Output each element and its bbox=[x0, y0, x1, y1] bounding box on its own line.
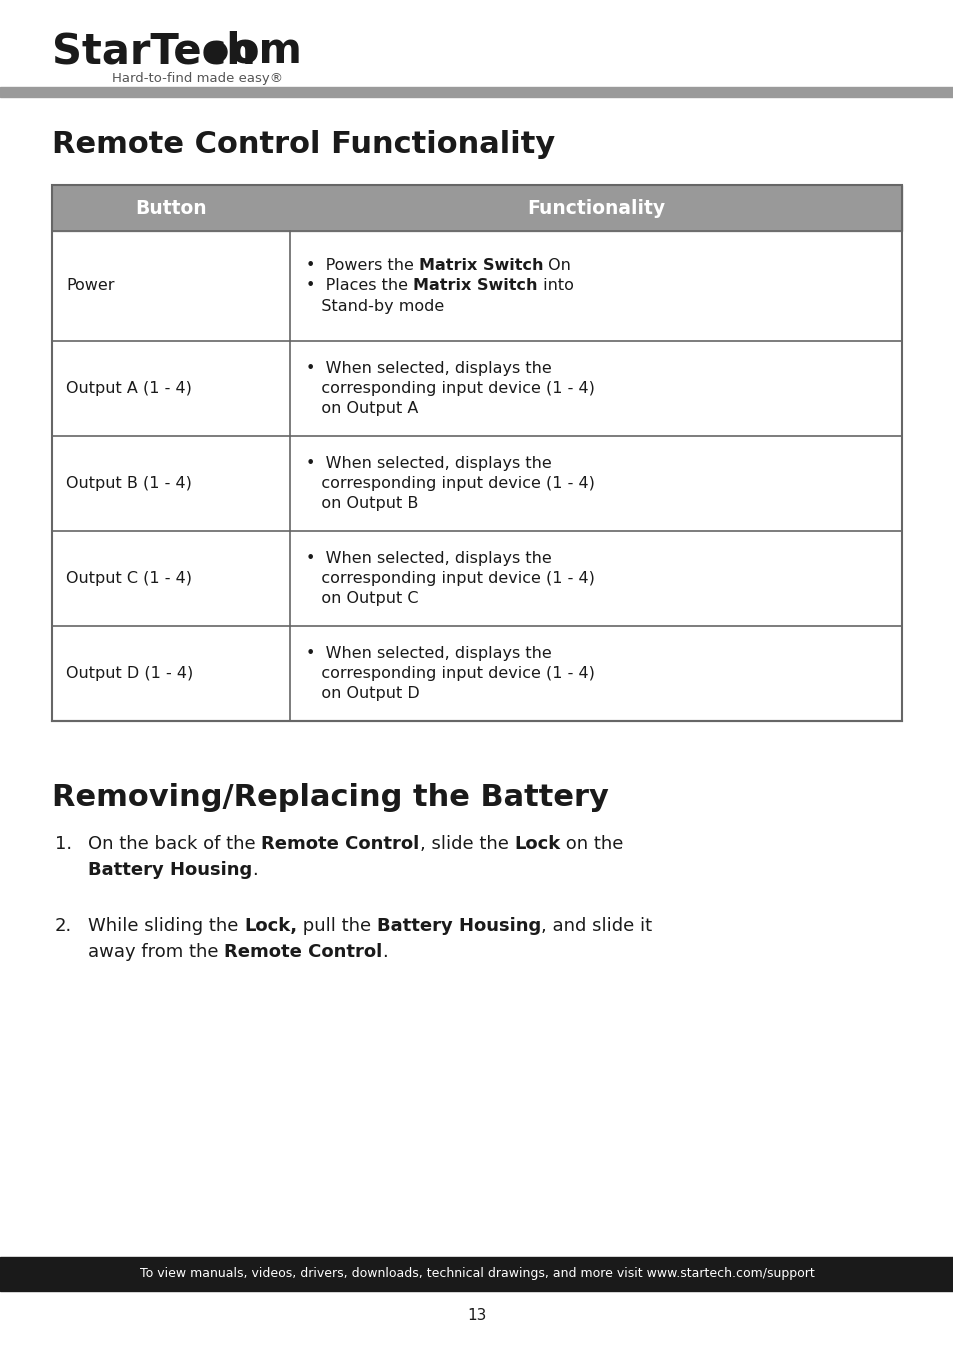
Text: On: On bbox=[543, 258, 571, 273]
Circle shape bbox=[207, 42, 227, 62]
Text: •  When selected, displays the: • When selected, displays the bbox=[306, 646, 551, 660]
Text: Lock,: Lock, bbox=[244, 917, 297, 935]
Text: •  Powers the: • Powers the bbox=[306, 258, 418, 273]
Text: on Output C: on Output C bbox=[306, 590, 418, 607]
Text: •  When selected, displays the: • When selected, displays the bbox=[306, 551, 551, 566]
Text: into: into bbox=[537, 278, 573, 293]
Text: corresponding input device (1 - 4): corresponding input device (1 - 4) bbox=[306, 666, 595, 681]
Text: om: om bbox=[230, 30, 301, 73]
Text: away from the: away from the bbox=[88, 943, 224, 960]
Text: Battery Housing: Battery Housing bbox=[88, 861, 252, 880]
Text: on Output D: on Output D bbox=[306, 686, 419, 701]
Text: Matrix Switch: Matrix Switch bbox=[418, 258, 543, 273]
Text: .: . bbox=[382, 943, 388, 960]
Bar bbox=[0, 1258, 953, 1291]
Text: Lock: Lock bbox=[514, 835, 560, 853]
Text: pull the: pull the bbox=[297, 917, 376, 935]
Text: on the: on the bbox=[560, 835, 623, 853]
Text: , and slide it: , and slide it bbox=[540, 917, 652, 935]
Text: •  When selected, displays the: • When selected, displays the bbox=[306, 360, 551, 377]
Text: Functionality: Functionality bbox=[526, 199, 664, 218]
Text: Output B (1 - 4): Output B (1 - 4) bbox=[66, 476, 192, 491]
Text: corresponding input device (1 - 4): corresponding input device (1 - 4) bbox=[306, 572, 595, 586]
Text: Remote Control: Remote Control bbox=[224, 943, 382, 960]
Text: Power: Power bbox=[66, 278, 114, 293]
Text: Stand-by mode: Stand-by mode bbox=[306, 299, 444, 313]
Text: •  Places the: • Places the bbox=[306, 278, 413, 293]
Text: .: . bbox=[252, 861, 257, 880]
Text: 13: 13 bbox=[467, 1307, 486, 1323]
Text: To view manuals, videos, drivers, downloads, technical drawings, and more visit : To view manuals, videos, drivers, downlo… bbox=[139, 1267, 814, 1280]
Text: corresponding input device (1 - 4): corresponding input device (1 - 4) bbox=[306, 476, 595, 491]
Text: Hard-to-find made easy®: Hard-to-find made easy® bbox=[112, 73, 283, 85]
Text: Output C (1 - 4): Output C (1 - 4) bbox=[66, 572, 192, 586]
Text: Removing/Replacing the Battery: Removing/Replacing the Battery bbox=[52, 783, 608, 812]
Text: on Output B: on Output B bbox=[306, 496, 418, 511]
Text: Battery Housing: Battery Housing bbox=[376, 917, 540, 935]
Text: corresponding input device (1 - 4): corresponding input device (1 - 4) bbox=[306, 381, 595, 395]
Text: on Output A: on Output A bbox=[306, 401, 418, 416]
Text: While sliding the: While sliding the bbox=[88, 917, 244, 935]
Text: StarTech: StarTech bbox=[52, 30, 255, 73]
Text: On the back of the: On the back of the bbox=[88, 835, 261, 853]
Bar bbox=[52, 186, 901, 231]
Bar bbox=[0, 87, 953, 97]
Text: Matrix Switch: Matrix Switch bbox=[413, 278, 537, 293]
Text: Button: Button bbox=[135, 199, 207, 218]
Text: Output D (1 - 4): Output D (1 - 4) bbox=[66, 666, 193, 681]
Text: Remote Control: Remote Control bbox=[261, 835, 419, 853]
Text: •  When selected, displays the: • When selected, displays the bbox=[306, 456, 551, 471]
Text: 2.: 2. bbox=[55, 917, 72, 935]
Text: Remote Control Functionality: Remote Control Functionality bbox=[52, 130, 555, 159]
Text: Output A (1 - 4): Output A (1 - 4) bbox=[66, 381, 192, 395]
Text: 1.: 1. bbox=[55, 835, 72, 853]
Text: , slide the: , slide the bbox=[419, 835, 514, 853]
